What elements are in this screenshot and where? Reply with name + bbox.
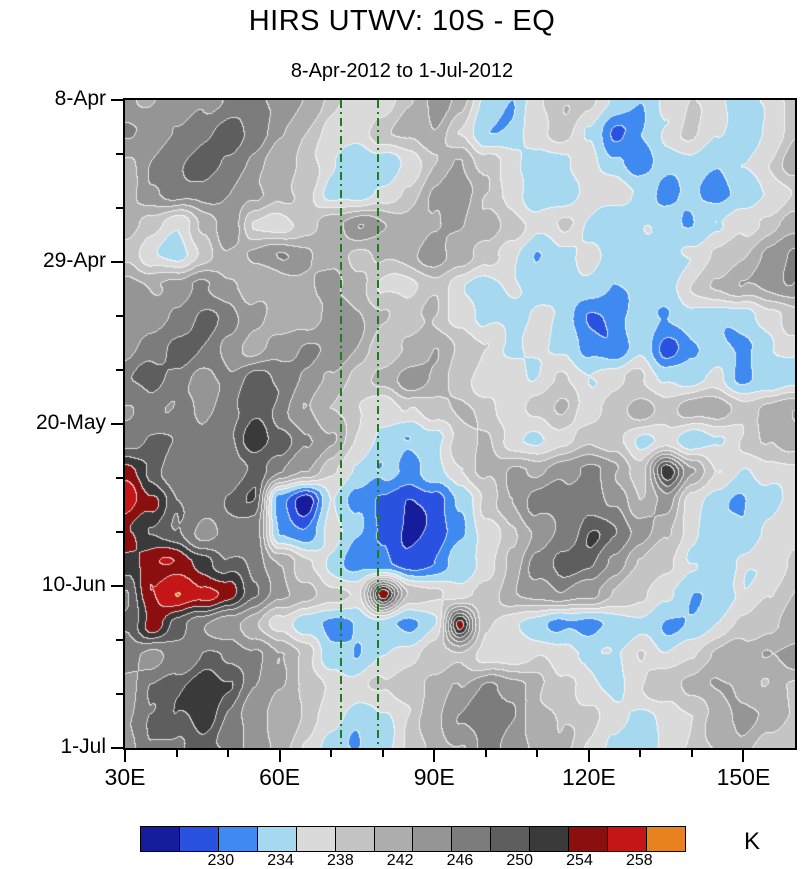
y-axis-minor-tick	[116, 369, 123, 371]
y-axis-minor-tick	[116, 207, 123, 209]
x-axis-minor-tick	[330, 750, 333, 757]
y-axis-minor-tick	[116, 693, 123, 695]
chart-subtitle: 8-Apr-2012 to 1-Jul-2012	[290, 60, 514, 82]
y-axis-major-tick	[111, 99, 123, 101]
plot-frame	[123, 98, 797, 750]
y-tick-label: 8-Apr	[54, 87, 106, 110]
y-axis-minor-tick	[116, 531, 123, 533]
colorbar-tick-label: 238	[327, 852, 354, 869]
colorbar-cell	[296, 827, 336, 851]
x-axis-major-tick	[742, 750, 745, 762]
x-tick-label: 90E	[413, 764, 455, 790]
reference-line	[340, 100, 343, 748]
x-tick-label: 150E	[716, 764, 771, 790]
colorbar-cell	[218, 827, 258, 851]
y-axis-major-tick	[111, 261, 123, 263]
y-axis-minor-tick	[116, 153, 123, 155]
colorbar	[140, 826, 686, 852]
y-axis-minor-tick	[116, 315, 123, 317]
x-tick-label: 120E	[561, 764, 616, 790]
colorbar-tick-label: 254	[566, 852, 593, 869]
chart-title: HIRS UTWV: 10S - EQ	[248, 5, 556, 37]
heatmap-canvas	[125, 100, 795, 748]
colorbar-cell	[179, 827, 219, 851]
x-axis-minor-tick	[690, 750, 693, 757]
y-axis-major-tick	[111, 423, 123, 425]
colorbar-cell	[530, 827, 570, 851]
colorbar-tick-label: 258	[625, 852, 653, 869]
y-tick-label: 10-Jun	[41, 573, 106, 596]
x-axis-minor-tick	[484, 750, 487, 757]
colorbar-unit-label: K	[744, 828, 761, 855]
x-axis-minor-tick	[639, 750, 642, 757]
colorbar-cell	[141, 827, 180, 851]
colorbar-tick-label: 246	[446, 852, 474, 869]
colorbar-tick-label: 234	[267, 852, 294, 869]
colorbar-cell	[257, 827, 297, 851]
y-tick-label: 1-Jul	[60, 735, 106, 758]
colorbar-tick-label: 230	[207, 852, 235, 869]
colorbar-cell	[374, 827, 414, 851]
colorbar-cell	[335, 827, 375, 851]
x-axis-minor-tick	[175, 750, 178, 757]
x-tick-label: 30E	[104, 764, 146, 790]
x-axis-major-tick	[124, 750, 126, 762]
y-axis-minor-tick	[116, 477, 123, 479]
x-tick-label: 60E	[259, 764, 301, 790]
colorbar-cell	[608, 827, 647, 851]
colorbar-cell	[646, 827, 685, 851]
colorbar-cell	[491, 827, 531, 851]
y-tick-label: 20-May	[35, 411, 106, 434]
x-axis-minor-tick	[381, 750, 384, 757]
y-axis-minor-tick	[116, 639, 123, 641]
x-axis-major-tick	[278, 750, 281, 762]
x-axis-major-tick	[433, 750, 436, 762]
colorbar-cell	[452, 827, 492, 851]
x-axis-major-tick	[587, 750, 590, 762]
x-axis-minor-tick	[227, 750, 230, 757]
reference-line	[376, 100, 379, 748]
colorbar-cell	[569, 827, 609, 851]
y-axis-major-tick	[111, 747, 123, 749]
x-axis-minor-tick	[536, 750, 539, 757]
colorbar-cell	[413, 827, 453, 851]
colorbar-tick-label: 242	[386, 852, 414, 869]
y-tick-label: 29-Apr	[42, 249, 106, 272]
colorbar-tick-label: 250	[506, 852, 534, 869]
y-axis-major-tick	[111, 585, 123, 587]
